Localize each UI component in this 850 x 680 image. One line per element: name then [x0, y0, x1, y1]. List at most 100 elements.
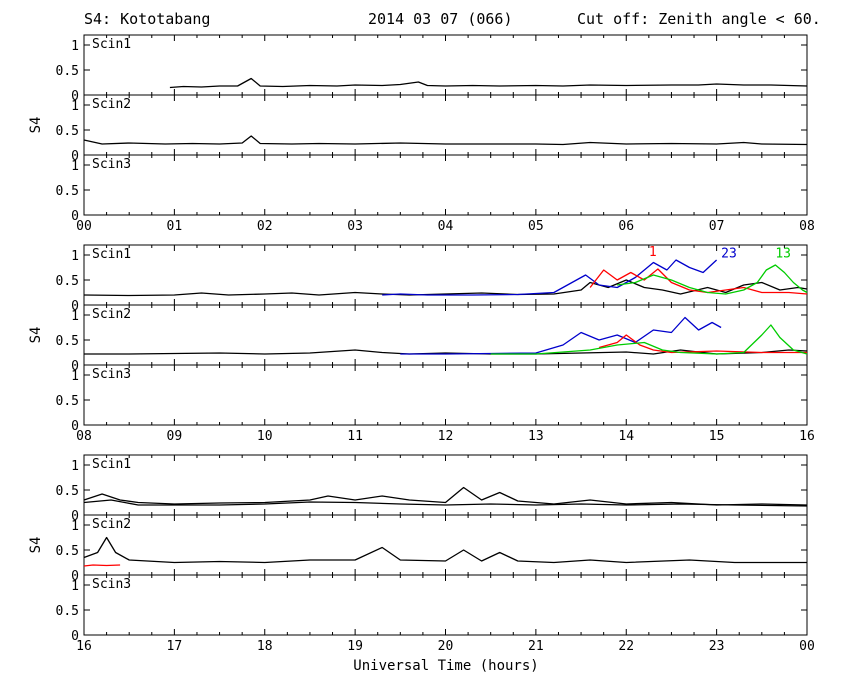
panel-scin2: 0 0.5 1 Scin2: [56, 514, 808, 584]
y-tick-label: 0: [71, 629, 79, 644]
x-tick-label: 01: [167, 219, 183, 234]
y-tick-label: 0.5: [56, 544, 79, 559]
panel-frame: [83, 94, 808, 156]
y-tick-label: 0.5: [56, 394, 79, 409]
panel-label: Scin2: [92, 517, 131, 532]
panel-scin3: 0 0.5 1 Scin3: [56, 364, 808, 434]
x-tick-label: 16: [76, 639, 92, 654]
x-tick-label: 08: [799, 219, 815, 234]
panel-scin2: 0 0.5 1 Scin2: [56, 304, 808, 374]
panel-label: Scin3: [92, 577, 131, 592]
y-tick-label: 0.5: [56, 274, 79, 289]
series-line: [83, 486, 808, 506]
x-tick-label: 02: [257, 219, 273, 234]
y-axis-title: S4: [28, 537, 44, 554]
panel-scin1: 0 0.5 1 Scin1 1 23 13: [56, 244, 808, 314]
panel-frame: [83, 244, 808, 306]
y-tick-label: 1: [71, 39, 79, 54]
y-tick-label: 0: [71, 89, 79, 104]
x-tick-label: 06: [618, 219, 634, 234]
panel-label: Scin1: [92, 457, 131, 472]
panel-label: Scin1: [92, 247, 131, 262]
y-tick-label: 1: [71, 579, 79, 594]
x-tick-label: 03: [347, 219, 363, 234]
panel-frame: [83, 454, 808, 516]
y-axis-title: S4: [28, 117, 44, 134]
y-tick-label: 0.5: [56, 184, 79, 199]
header: S4: Kototabang 2014 03 07 (066) Cut off:…: [84, 10, 821, 28]
series-line: [83, 536, 807, 564]
x-tick-label: 05: [528, 219, 544, 234]
date-title: 2014 03 07 (066): [368, 10, 513, 28]
panel-scin3: 0 0.5 1 Scin3: [56, 574, 808, 644]
y-tick-label: 1: [71, 99, 79, 114]
series-line: [83, 279, 808, 297]
panel-frame: [83, 514, 808, 576]
y-tick-label: 1: [71, 309, 79, 324]
x-tick-label: 22: [618, 639, 634, 654]
x-tick-label: 04: [438, 219, 454, 234]
series-line: [617, 264, 808, 295]
x-tick-label: 00: [76, 219, 92, 234]
x-tick-label: 21: [528, 639, 544, 654]
panel-frame: [83, 574, 808, 636]
x-tick-label: 00: [799, 639, 815, 654]
x-tick-label: 15: [709, 429, 725, 444]
y-tick-label: 0.5: [56, 124, 79, 139]
panel-frame: [83, 304, 808, 366]
series-line: [598, 334, 807, 354]
cutoff-title: Cut off: Zenith angle < 60.: [577, 10, 821, 28]
series-annotation: 1: [649, 245, 657, 260]
x-tick-label: 07: [709, 219, 725, 234]
chart-block-0: 0 0.5 1 Scin1 0 0.5 1 Scin2 0 0.5 1 Scin3 S4 00 01 02 03…: [28, 34, 815, 234]
chart-block-2: 0 0.5 1 Scin1 0 0.5 1 Scin2 0 0.5 1 Scin3 S4 16 17 18 19…: [28, 454, 815, 654]
panel-label: Scin3: [92, 157, 131, 172]
y-tick-label: 1: [71, 459, 79, 474]
x-tick-label: 08: [76, 429, 92, 444]
panel-label: Scin2: [92, 97, 131, 112]
panel-frame: [83, 154, 808, 216]
series-line: [382, 259, 718, 296]
y-tick-label: 0: [71, 509, 79, 524]
panel-scin1: 0 0.5 1 Scin1: [56, 454, 808, 524]
y-tick-label: 0: [71, 359, 79, 374]
y-tick-label: 1: [71, 369, 79, 384]
x-tick-label: 19: [347, 639, 363, 654]
y-tick-label: 1: [71, 249, 79, 264]
panel-scin2: 0 0.5 1 Scin2: [56, 94, 808, 164]
series-line: [83, 135, 808, 146]
panel-scin3: 0 0.5 1 Scin3: [56, 154, 808, 224]
x-tick-label: 13: [528, 429, 544, 444]
x-tick-label: 23: [709, 639, 725, 654]
x-tick-label: 20: [438, 639, 454, 654]
series-line: [169, 77, 808, 89]
x-tick-label: 17: [167, 639, 183, 654]
panel-scin1: 0 0.5 1 Scin1: [56, 34, 808, 104]
y-tick-label: 0: [71, 149, 79, 164]
series-annotation: 23: [721, 247, 737, 262]
y-tick-label: 0: [71, 299, 79, 314]
x-axis-title: Universal Time (hours): [353, 658, 538, 674]
series-line: [83, 564, 121, 567]
series-annotation: 13: [775, 247, 791, 262]
panel-label: Scin2: [92, 307, 131, 322]
y-tick-label: 0.5: [56, 484, 79, 499]
series-line: [490, 324, 808, 355]
panel-label: Scin3: [92, 367, 131, 382]
y-tick-label: 0: [71, 209, 79, 224]
y-axis-title: S4: [28, 327, 44, 344]
x-tick-label: 18: [257, 639, 273, 654]
y-tick-label: 1: [71, 519, 79, 534]
x-tick-label: 09: [167, 429, 183, 444]
y-tick-label: 0.5: [56, 604, 79, 619]
series-line: [589, 268, 808, 295]
x-tick-label: 11: [347, 429, 363, 444]
station-title: S4: Kototabang: [84, 10, 210, 28]
panel-label: Scin1: [92, 37, 131, 52]
series-line: [400, 316, 722, 355]
x-tick-label: 16: [799, 429, 815, 444]
x-tick-label: 10: [257, 429, 273, 444]
